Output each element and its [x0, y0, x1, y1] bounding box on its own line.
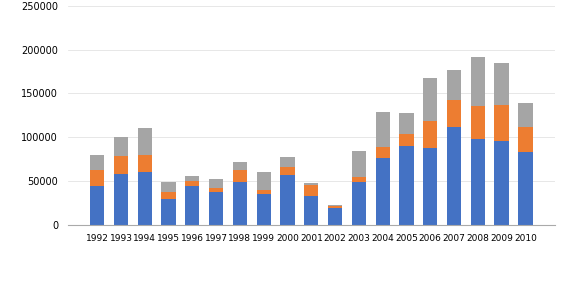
- Bar: [447, 127, 461, 225]
- Bar: [400, 146, 414, 225]
- Bar: [423, 77, 438, 121]
- Bar: [304, 183, 319, 185]
- Bar: [518, 103, 533, 128]
- Bar: [471, 107, 485, 139]
- Bar: [400, 134, 414, 146]
- Bar: [161, 192, 175, 199]
- Bar: [495, 141, 509, 225]
- Bar: [233, 162, 247, 170]
- Bar: [328, 204, 342, 206]
- Bar: [375, 158, 390, 225]
- Bar: [185, 181, 199, 186]
- Bar: [209, 179, 223, 188]
- Bar: [423, 121, 438, 147]
- Bar: [233, 170, 247, 182]
- Bar: [90, 156, 104, 170]
- Bar: [471, 139, 485, 225]
- Bar: [209, 192, 223, 225]
- Bar: [304, 185, 319, 196]
- Bar: [256, 190, 271, 194]
- Bar: [161, 199, 175, 225]
- Bar: [280, 157, 295, 167]
- Bar: [280, 167, 295, 175]
- Bar: [400, 113, 414, 134]
- Bar: [447, 100, 461, 127]
- Bar: [518, 128, 533, 152]
- Bar: [233, 182, 247, 225]
- Bar: [304, 196, 319, 225]
- Bar: [256, 194, 271, 225]
- Bar: [471, 56, 485, 107]
- Bar: [138, 128, 152, 155]
- Bar: [447, 70, 461, 100]
- Bar: [328, 208, 342, 225]
- Bar: [423, 147, 438, 225]
- Bar: [90, 186, 104, 225]
- Bar: [114, 174, 128, 225]
- Bar: [114, 156, 128, 174]
- Bar: [351, 177, 366, 182]
- Bar: [375, 112, 390, 147]
- Bar: [351, 182, 366, 225]
- Bar: [161, 182, 175, 192]
- Bar: [280, 175, 295, 225]
- Bar: [90, 170, 104, 186]
- Bar: [351, 151, 366, 177]
- Bar: [209, 188, 223, 192]
- Bar: [518, 152, 533, 225]
- Bar: [375, 147, 390, 158]
- Bar: [495, 105, 509, 141]
- Bar: [185, 177, 199, 181]
- Bar: [256, 172, 271, 190]
- Bar: [138, 155, 152, 172]
- Bar: [138, 172, 152, 225]
- Bar: [185, 186, 199, 225]
- Bar: [114, 137, 128, 156]
- Bar: [328, 206, 342, 208]
- Bar: [495, 63, 509, 105]
